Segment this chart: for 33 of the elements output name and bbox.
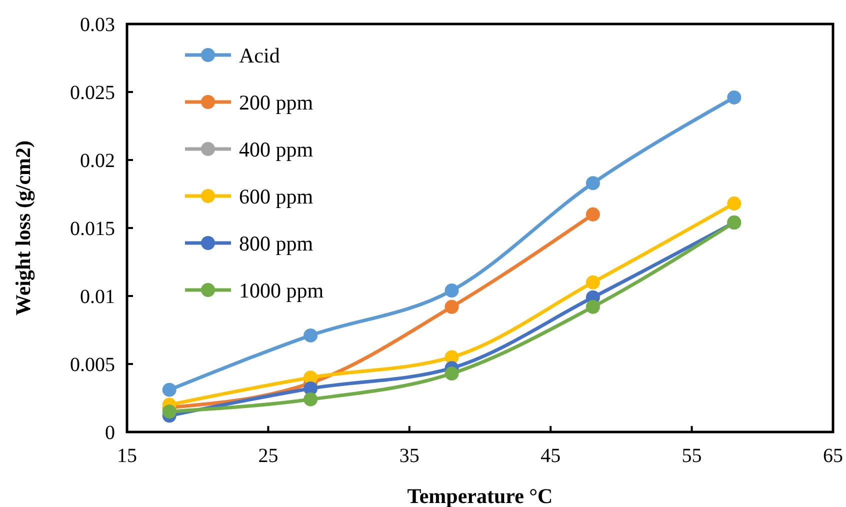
x-tick-label: 45	[540, 445, 561, 467]
point	[162, 404, 176, 419]
legend-label: 200 ppm	[239, 90, 314, 114]
legend-label: 600 ppm	[239, 184, 314, 208]
legend-label: Acid	[239, 43, 280, 68]
point	[727, 196, 742, 211]
point	[444, 300, 459, 314]
point	[304, 392, 318, 406]
point	[586, 275, 600, 290]
x-tick-label: 65	[823, 445, 843, 467]
point	[304, 328, 318, 342]
legend-label: 1000 ppm	[239, 278, 324, 302]
y-tick-label: 0.015	[70, 218, 115, 240]
y-tick-label: 0.025	[70, 82, 115, 104]
point	[444, 284, 459, 298]
point	[586, 300, 600, 314]
y-tick-label: 0.005	[70, 354, 115, 376]
x-tick-label: 15	[117, 445, 137, 467]
y-axis-title: Weight loss (g/cm2)	[11, 140, 35, 316]
x-tick-label: 55	[682, 445, 702, 467]
y-tick-label: 0.01	[80, 286, 115, 308]
point	[444, 366, 459, 381]
legend-label: 800 ppm	[239, 231, 314, 256]
point	[727, 90, 742, 104]
y-tick-label: 0	[105, 422, 115, 444]
x-tick-label: 35	[399, 445, 420, 467]
y-tick-label: 0.02	[80, 150, 115, 172]
y-tick-label: 0.03	[80, 14, 115, 36]
legend-label: 400 ppm	[239, 137, 314, 162]
point	[162, 382, 176, 397]
point	[586, 176, 600, 190]
point	[586, 207, 600, 222]
x-tick-label: 25	[258, 445, 278, 467]
